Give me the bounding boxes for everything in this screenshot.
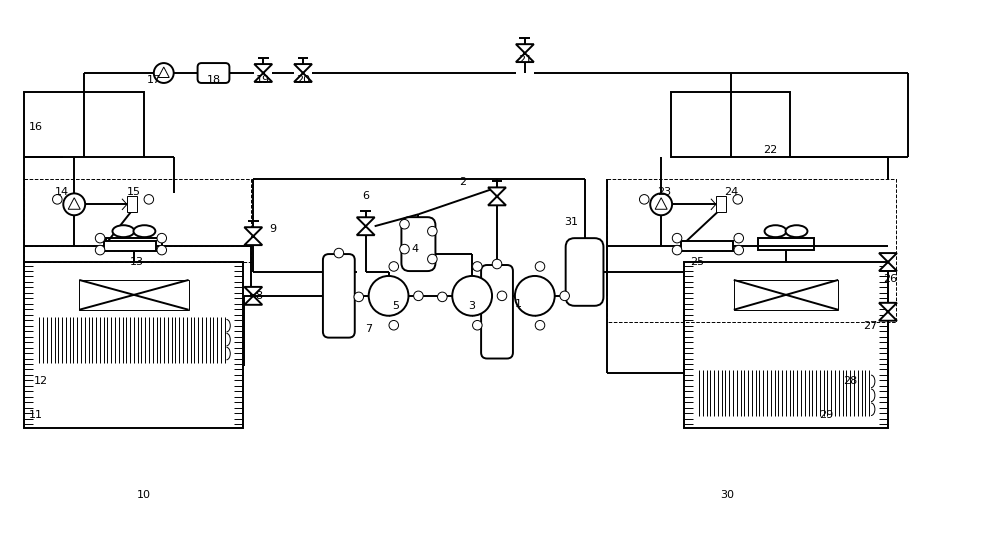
Text: 24: 24: [724, 187, 738, 198]
Circle shape: [428, 226, 437, 236]
Bar: [127, 197, 137, 213]
Text: 31: 31: [565, 217, 579, 227]
Polygon shape: [244, 227, 262, 245]
Text: 20: 20: [296, 75, 310, 85]
Polygon shape: [879, 253, 897, 271]
FancyBboxPatch shape: [198, 63, 229, 83]
Circle shape: [389, 320, 399, 330]
Polygon shape: [879, 303, 897, 321]
FancyBboxPatch shape: [566, 238, 603, 306]
Polygon shape: [516, 44, 534, 62]
Circle shape: [535, 320, 545, 330]
Ellipse shape: [112, 225, 134, 237]
Circle shape: [144, 194, 154, 204]
Circle shape: [497, 291, 507, 301]
Text: 30: 30: [720, 490, 734, 500]
Circle shape: [354, 292, 364, 302]
Ellipse shape: [765, 225, 786, 237]
Circle shape: [560, 291, 569, 301]
Polygon shape: [294, 64, 312, 82]
Text: 25: 25: [690, 257, 704, 267]
Text: 14: 14: [55, 187, 69, 198]
Text: 12: 12: [33, 376, 47, 387]
Text: 17: 17: [147, 75, 161, 85]
Text: 8: 8: [256, 291, 263, 301]
Polygon shape: [68, 198, 80, 209]
Circle shape: [733, 194, 743, 204]
Bar: [758, 238, 814, 250]
Circle shape: [414, 291, 423, 301]
FancyBboxPatch shape: [481, 265, 513, 358]
Polygon shape: [655, 198, 667, 209]
FancyBboxPatch shape: [401, 217, 435, 271]
Circle shape: [438, 292, 447, 302]
Polygon shape: [158, 67, 169, 77]
Bar: [106, 238, 162, 250]
Text: 18: 18: [206, 75, 221, 85]
Bar: [24, 262, 243, 428]
Circle shape: [535, 262, 545, 271]
Text: 23: 23: [657, 187, 671, 198]
Bar: [684, 262, 888, 428]
Circle shape: [515, 276, 555, 316]
Circle shape: [650, 193, 672, 215]
Polygon shape: [244, 287, 262, 305]
Circle shape: [672, 233, 682, 243]
Bar: [716, 197, 726, 213]
Circle shape: [53, 194, 62, 204]
Text: 29: 29: [819, 410, 833, 420]
Circle shape: [95, 245, 105, 255]
Text: 2: 2: [459, 177, 466, 187]
Circle shape: [154, 63, 174, 83]
Ellipse shape: [133, 225, 155, 237]
Circle shape: [473, 262, 482, 271]
Circle shape: [492, 259, 502, 269]
Polygon shape: [254, 64, 272, 82]
Circle shape: [157, 245, 167, 255]
Text: 7: 7: [365, 324, 372, 334]
Circle shape: [672, 245, 682, 255]
Bar: [681, 241, 733, 251]
Circle shape: [400, 245, 409, 254]
Text: 4: 4: [412, 244, 419, 254]
Circle shape: [389, 262, 399, 271]
Text: 15: 15: [127, 187, 141, 198]
Circle shape: [369, 276, 408, 316]
Text: 26: 26: [883, 274, 897, 284]
Text: 16: 16: [28, 122, 42, 132]
Circle shape: [63, 193, 85, 215]
Circle shape: [473, 320, 482, 330]
Text: 28: 28: [843, 376, 857, 387]
Circle shape: [452, 276, 492, 316]
Text: 5: 5: [392, 301, 399, 311]
Bar: [79, 280, 189, 310]
Text: 9: 9: [270, 224, 277, 234]
Text: 22: 22: [763, 145, 778, 155]
Polygon shape: [357, 217, 375, 235]
Bar: [24, 92, 144, 156]
Text: 19: 19: [256, 75, 270, 85]
Circle shape: [639, 194, 649, 204]
FancyBboxPatch shape: [323, 254, 355, 337]
Text: 1: 1: [514, 299, 521, 309]
Bar: [671, 92, 790, 156]
Circle shape: [95, 233, 105, 243]
Bar: [734, 280, 838, 310]
Text: 13: 13: [130, 257, 144, 267]
Text: 21: 21: [518, 55, 532, 65]
Polygon shape: [488, 187, 506, 205]
Text: 3: 3: [469, 301, 476, 311]
Circle shape: [157, 233, 167, 243]
Circle shape: [734, 233, 744, 243]
Text: 6: 6: [362, 191, 369, 201]
Bar: [104, 241, 156, 251]
Text: 11: 11: [28, 410, 42, 420]
Ellipse shape: [786, 225, 807, 237]
Text: 27: 27: [863, 321, 877, 331]
Circle shape: [428, 254, 437, 264]
Text: 10: 10: [137, 490, 151, 500]
Circle shape: [400, 219, 409, 229]
Circle shape: [334, 248, 344, 258]
Circle shape: [734, 245, 744, 255]
